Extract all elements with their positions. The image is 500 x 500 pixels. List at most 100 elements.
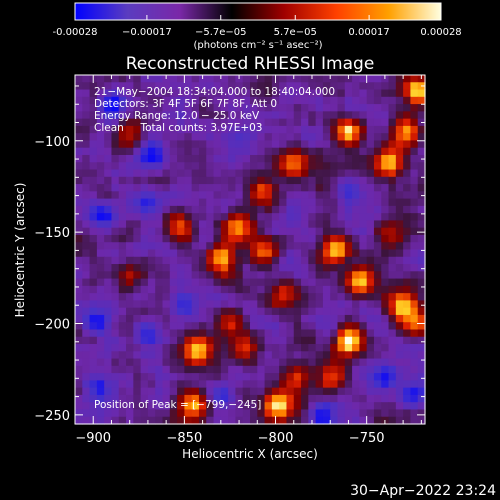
heatmap-cell bbox=[417, 89, 426, 98]
heatmap-cell bbox=[198, 184, 207, 192]
heatmap-cell bbox=[118, 118, 127, 127]
heatmap-cell bbox=[133, 351, 142, 360]
heatmap-cell bbox=[89, 147, 98, 156]
heatmap-cell bbox=[82, 162, 91, 171]
heatmap-cell bbox=[155, 184, 164, 192]
heatmap-cell bbox=[330, 118, 339, 127]
heatmap-cell bbox=[82, 118, 91, 127]
heatmap-cell bbox=[322, 184, 331, 192]
heatmap-cell bbox=[191, 162, 200, 171]
heatmap-cell bbox=[403, 256, 412, 265]
heatmap-cell bbox=[126, 242, 134, 251]
heatmap-cell bbox=[271, 147, 280, 156]
heatmap-cell bbox=[184, 234, 193, 243]
info-block: 21−May−2004 18:34:04.000 to 18:40:04.000… bbox=[94, 86, 335, 411]
heatmap-cell bbox=[177, 176, 185, 185]
heatmap-cell bbox=[111, 344, 120, 352]
heatmap-cell bbox=[198, 402, 207, 411]
heatmap-cell bbox=[293, 278, 302, 287]
heatmap-cell bbox=[403, 198, 412, 207]
heatmap-cell bbox=[352, 409, 360, 418]
heatmap-cell bbox=[417, 227, 426, 236]
heatmap-cell bbox=[330, 344, 339, 352]
heatmap-cell bbox=[315, 344, 324, 352]
heatmap-cell bbox=[213, 75, 222, 83]
heatmap-cell bbox=[352, 300, 360, 309]
heatmap-cell bbox=[315, 314, 324, 323]
heatmap-cell bbox=[344, 373, 353, 381]
heatmap-cell bbox=[344, 96, 353, 105]
heatmap-cell bbox=[359, 205, 368, 214]
heatmap-cell bbox=[388, 184, 397, 192]
heatmap-cell bbox=[359, 213, 368, 222]
heatmap-cell bbox=[264, 387, 273, 396]
heatmap-cell bbox=[359, 89, 368, 98]
heatmap-cell bbox=[322, 75, 331, 83]
heatmap-cell bbox=[373, 351, 382, 360]
heatmap-cell bbox=[315, 358, 324, 367]
heatmap-cell bbox=[286, 82, 295, 91]
heatmap-cell bbox=[191, 111, 200, 120]
heatmap-cell bbox=[184, 358, 193, 367]
heatmap-cell bbox=[220, 264, 229, 272]
heatmap-cell bbox=[118, 140, 127, 149]
heatmap-cell bbox=[330, 234, 339, 243]
heatmap-cell bbox=[126, 220, 134, 229]
heatmap-cell bbox=[228, 380, 237, 389]
heatmap-cell bbox=[147, 307, 156, 316]
heatmap-cell bbox=[155, 75, 164, 83]
heatmap-cell bbox=[337, 344, 346, 352]
heatmap-cell bbox=[133, 285, 142, 294]
heatmap-cell bbox=[366, 140, 375, 149]
heatmap-cell bbox=[96, 380, 105, 389]
heatmap-cell bbox=[286, 373, 295, 381]
heatmap-cell bbox=[366, 242, 375, 251]
heatmap-cell bbox=[417, 234, 426, 243]
heatmap-cell bbox=[301, 293, 309, 301]
heatmap-cell bbox=[337, 409, 346, 418]
heatmap-cell bbox=[89, 409, 98, 418]
heatmap-cell bbox=[162, 285, 171, 294]
heatmap-cell bbox=[162, 133, 171, 142]
heatmap-cell bbox=[264, 75, 273, 83]
heatmap-cell bbox=[118, 394, 127, 403]
heatmap-cell bbox=[264, 365, 273, 374]
heatmap-cell bbox=[293, 198, 302, 207]
heatmap-cell bbox=[410, 351, 419, 360]
heatmap-cell bbox=[118, 191, 127, 200]
heatmap-cell bbox=[403, 191, 412, 200]
heatmap-cell bbox=[286, 184, 295, 192]
heatmap-cell bbox=[111, 380, 120, 389]
heatmap-cell bbox=[191, 344, 200, 352]
heatmap-cell bbox=[118, 82, 127, 91]
heatmap-cell bbox=[96, 307, 105, 316]
heatmap-cell bbox=[352, 133, 360, 142]
heatmap-cell bbox=[373, 300, 382, 309]
heatmap-cell bbox=[264, 249, 273, 258]
heatmap-cell bbox=[104, 96, 113, 105]
heatmap-cell bbox=[264, 416, 273, 425]
heatmap-cell bbox=[118, 184, 127, 192]
heatmap-cell bbox=[352, 256, 360, 265]
heatmap-cell bbox=[155, 104, 164, 112]
heatmap-cell bbox=[118, 213, 127, 222]
heatmap-cell bbox=[111, 96, 120, 105]
heatmap-cell bbox=[75, 198, 83, 207]
heatmap-cell bbox=[198, 293, 207, 301]
heatmap-cell bbox=[118, 351, 127, 360]
heatmap-cell bbox=[177, 358, 185, 367]
heatmap-cell bbox=[373, 358, 382, 367]
heatmap-cell bbox=[191, 336, 200, 345]
heatmap-cell bbox=[235, 387, 244, 396]
heatmap-cell bbox=[344, 387, 353, 396]
heatmap-cell bbox=[344, 198, 353, 207]
heatmap-cell bbox=[133, 322, 142, 331]
heatmap-cell bbox=[75, 75, 83, 83]
heatmap-cell bbox=[359, 147, 368, 156]
heatmap-cell bbox=[381, 96, 390, 105]
heatmap-cell bbox=[242, 198, 251, 207]
heatmap-cell bbox=[395, 249, 404, 258]
heatmap-cell bbox=[373, 394, 382, 403]
heatmap-cell bbox=[337, 220, 346, 229]
heatmap-cell bbox=[111, 314, 120, 323]
